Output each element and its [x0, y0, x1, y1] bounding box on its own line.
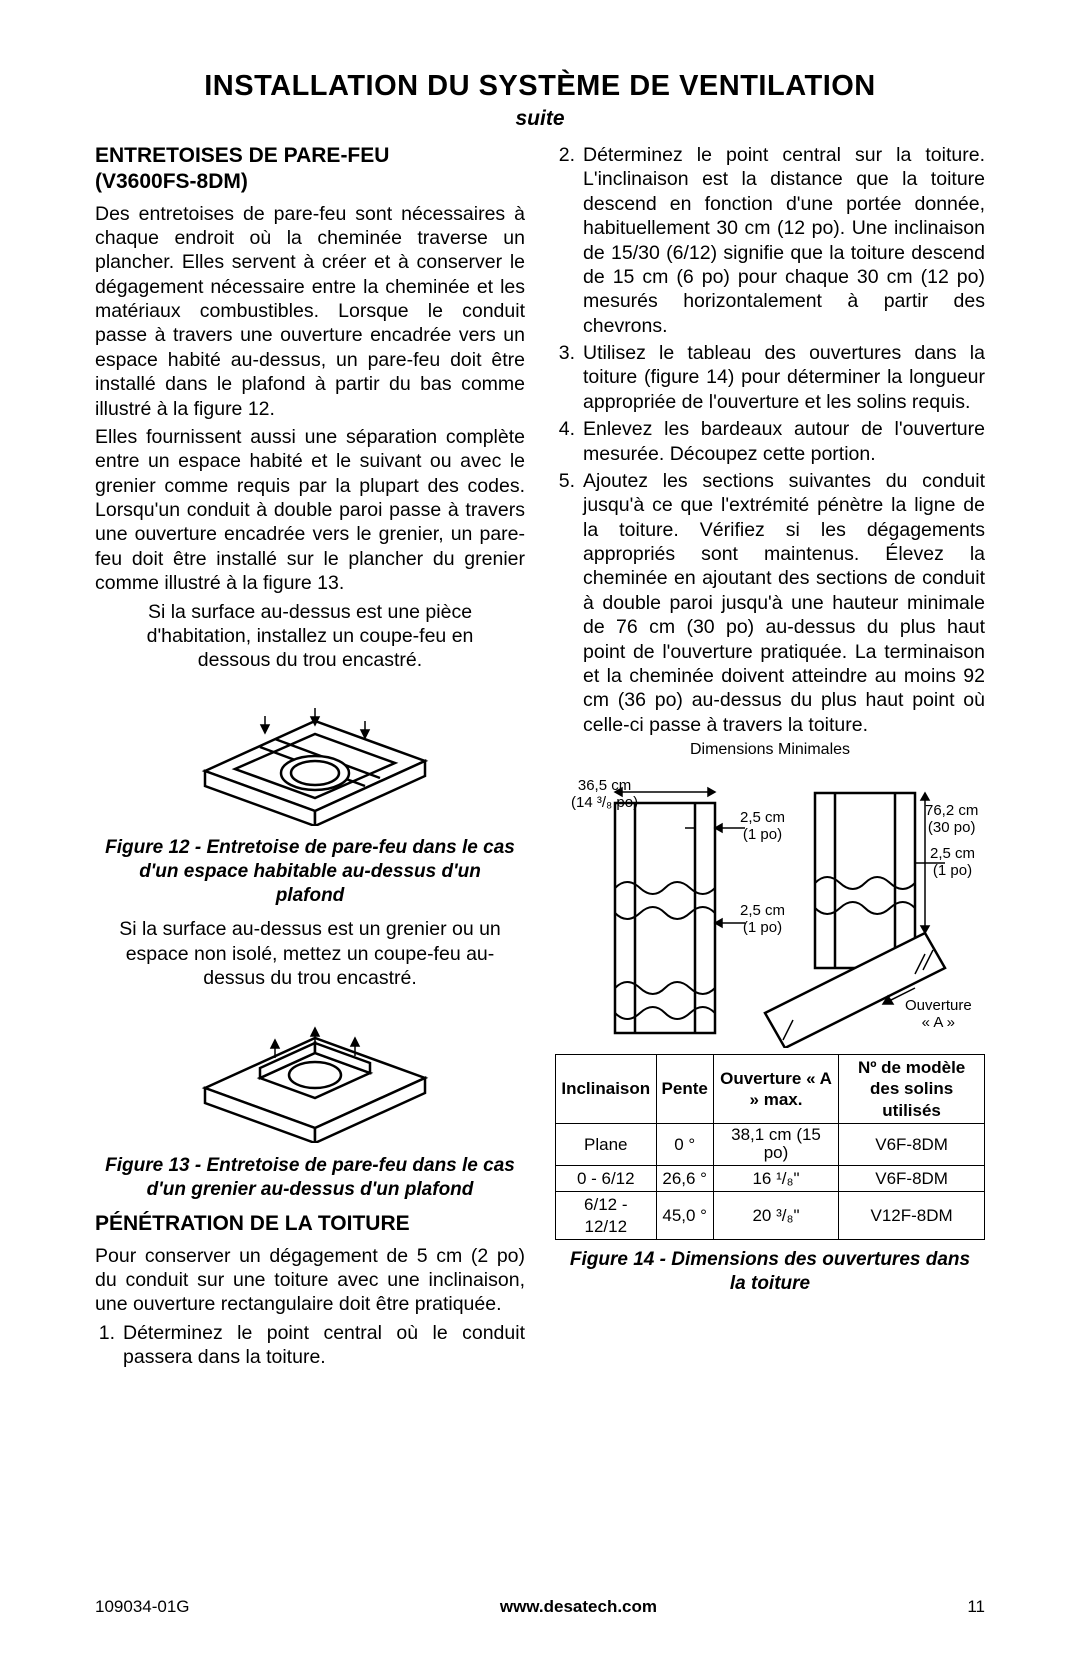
dim-a: « A »	[922, 1014, 955, 1031]
roof-table: Inclinaison Pente Ouverture « A » max. N…	[555, 1054, 985, 1240]
table-row: 0 - 6/12 26,6 ° 16 ¹/₈" V6F-8DM	[556, 1166, 985, 1192]
figure-12-caption: Figure 12 - Entretoise de pare-feu dans …	[105, 836, 515, 907]
table-row: 6/12 - 12/12 45,0 ° 20 ³/₈" V12F-8DM	[556, 1192, 985, 1240]
page-title: INSTALLATION DU SYSTÈME DE VENTILATION	[95, 70, 985, 103]
page-subtitle: suite	[95, 107, 985, 131]
right-column: 2.Déterminez le point central sur la toi…	[555, 143, 985, 1372]
heading-entretoises: ENTRETOISES DE PARE-FEU (V3600FS-8DM)	[95, 143, 525, 196]
dim-25a-in: (1 po)	[743, 826, 782, 843]
note-1: Si la surface au-dessus est une pièce d'…	[115, 600, 505, 673]
th-ouverture: Ouverture « A » max.	[713, 1055, 838, 1124]
dim-h-cm: 76,2 cm	[925, 802, 978, 819]
dim-open: Ouverture	[905, 997, 972, 1014]
th-modele: Nº de modèle des solins utilisés	[839, 1055, 985, 1124]
figure-14-caption: Figure 14 - Dimensions des ouvertures da…	[565, 1248, 975, 1296]
note-2: Si la surface au-dessus est un grenier o…	[115, 917, 505, 990]
footer-url: www.desatech.com	[500, 1597, 657, 1617]
table-row: Plane 0 ° 38,1 cm (15 po) V6F-8DM	[556, 1123, 985, 1165]
figure-12	[95, 681, 525, 832]
li-1: 1.Déterminez le point central où le cond…	[95, 1321, 525, 1370]
para-2: Elles fournissent aussi une séparation c…	[95, 425, 525, 596]
li-2: 2.Déterminez le point central sur la toi…	[555, 143, 985, 338]
figure-13-caption: Figure 13 - Entretoise de pare-feu dans …	[105, 1154, 515, 1202]
li-4: 4.Enlevez les bardeaux autour de l'ouver…	[555, 417, 985, 466]
dim-25c-cm: 2,5 cm	[930, 845, 975, 862]
dim-w-in: (14 ³/₈ po)	[571, 794, 638, 811]
para-3: Pour conserver un dégagement de 5 cm (2 …	[95, 1244, 525, 1317]
dim-25b-in: (1 po)	[743, 919, 782, 936]
diagram-title: Dimensions Minimales	[555, 740, 985, 760]
dim-h-in: (30 po)	[928, 819, 976, 836]
left-column: ENTRETOISES DE PARE-FEU (V3600FS-8DM) De…	[95, 143, 525, 1372]
para-1: Des entretoises de pare-feu sont nécessa…	[95, 202, 525, 421]
footer-docnum: 109034-01G	[95, 1597, 190, 1617]
li-3: 3.Utilisez le tableau des ouvertures dan…	[555, 341, 985, 414]
dim-w-cm: 36,5 cm	[578, 777, 631, 794]
th-inclinaison: Inclinaison	[556, 1055, 657, 1124]
dim-25c-in: (1 po)	[933, 862, 972, 879]
th-pente: Pente	[656, 1055, 713, 1124]
figure-13	[95, 998, 525, 1149]
footer-pagenum: 11	[967, 1597, 985, 1617]
heading-penetration: PÉNÉTRATION DE LA TOITURE	[95, 1211, 525, 1237]
li-5: 5.Ajoutez les sections suivantes du cond…	[555, 469, 985, 737]
content-columns: ENTRETOISES DE PARE-FEU (V3600FS-8DM) De…	[95, 143, 985, 1372]
figure-14-diagram: 36,5 cm (14 ³/₈ po) 2,5 cm (1 po) 2,5 cm…	[555, 768, 985, 1048]
dim-25a-cm: 2,5 cm	[740, 809, 785, 826]
dim-25b-cm: 2,5 cm	[740, 902, 785, 919]
page-footer: 109034-01G www.desatech.com 11	[95, 1597, 985, 1617]
